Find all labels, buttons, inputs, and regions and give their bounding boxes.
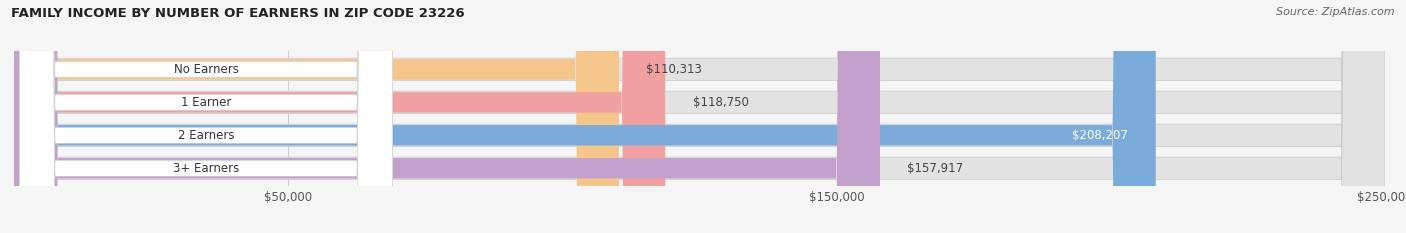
Text: $208,207: $208,207	[1073, 129, 1129, 142]
FancyBboxPatch shape	[20, 0, 392, 233]
FancyBboxPatch shape	[14, 0, 880, 233]
Text: $118,750: $118,750	[693, 96, 748, 109]
Text: 1 Earner: 1 Earner	[181, 96, 231, 109]
FancyBboxPatch shape	[14, 0, 1156, 233]
Text: Source: ZipAtlas.com: Source: ZipAtlas.com	[1277, 7, 1395, 17]
Text: 3+ Earners: 3+ Earners	[173, 162, 239, 175]
Text: FAMILY INCOME BY NUMBER OF EARNERS IN ZIP CODE 23226: FAMILY INCOME BY NUMBER OF EARNERS IN ZI…	[11, 7, 465, 20]
FancyBboxPatch shape	[14, 0, 1385, 233]
FancyBboxPatch shape	[14, 0, 665, 233]
FancyBboxPatch shape	[14, 0, 1385, 233]
Text: $157,917: $157,917	[907, 162, 963, 175]
FancyBboxPatch shape	[20, 0, 392, 233]
Text: No Earners: No Earners	[173, 63, 239, 76]
Text: $110,313: $110,313	[647, 63, 702, 76]
FancyBboxPatch shape	[14, 0, 1385, 233]
FancyBboxPatch shape	[14, 0, 619, 233]
Text: 2 Earners: 2 Earners	[177, 129, 235, 142]
FancyBboxPatch shape	[20, 0, 392, 233]
FancyBboxPatch shape	[20, 0, 392, 233]
FancyBboxPatch shape	[14, 0, 1385, 233]
